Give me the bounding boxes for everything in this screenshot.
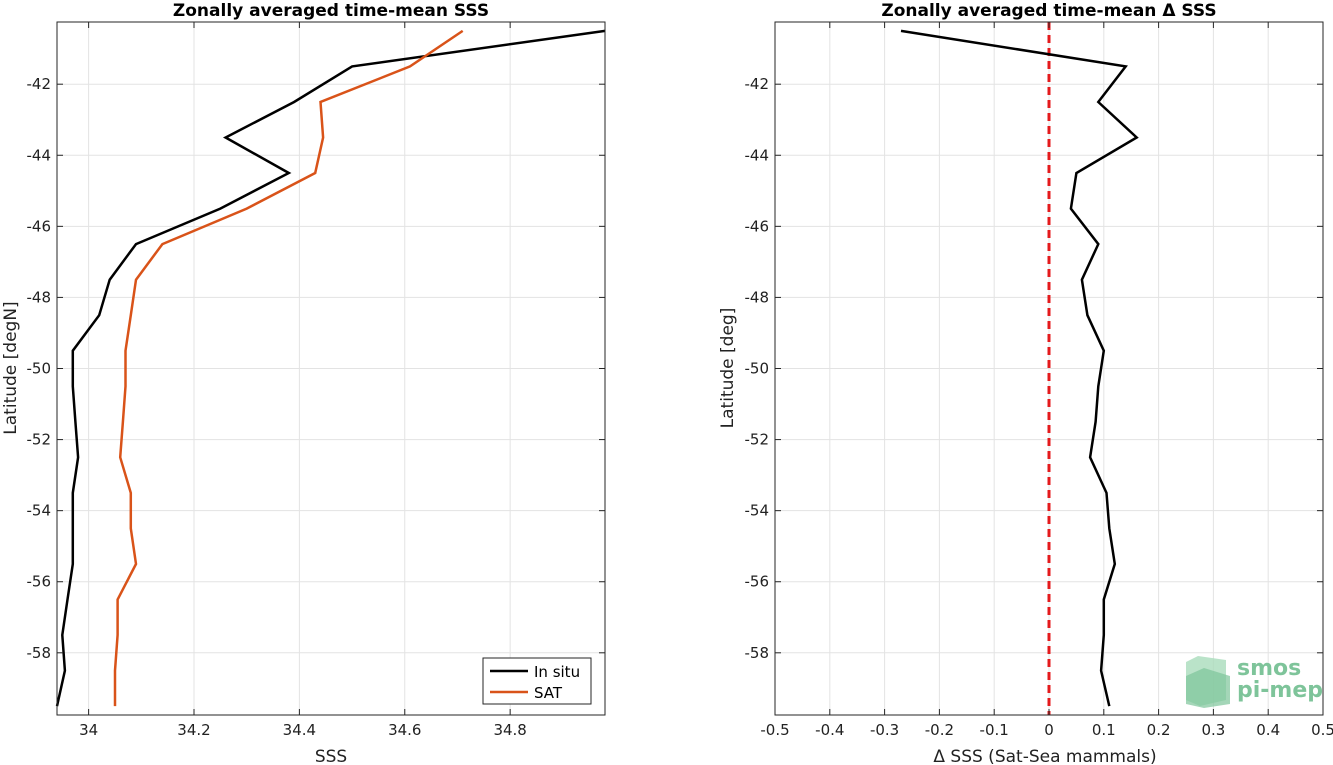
- sss-title: Zonally averaged time-mean SSS: [173, 1, 489, 21]
- delta-xlabel: Δ SSS (Sat-Sea mammals): [933, 747, 1156, 765]
- x-tick-label: 34.2: [177, 721, 210, 739]
- x-tick-label: -0.3: [870, 721, 899, 739]
- y-tick-label: -46: [27, 217, 52, 235]
- x-tick-label: 0.4: [1256, 721, 1280, 739]
- y-tick-label: -42: [27, 75, 52, 93]
- sss-grid: [57, 22, 605, 715]
- y-tick-label: -48: [745, 288, 770, 306]
- x-tick-label: 0.5: [1311, 721, 1333, 739]
- y-tick-label: -44: [745, 146, 770, 164]
- x-tick-label: 0.3: [1201, 721, 1225, 739]
- sss-ticks: 34 34.2 34.4 34.6 34.8 -42 -44 -46 -48 -50 -52 -54 -…: [27, 22, 605, 739]
- y-tick-label: -56: [745, 573, 770, 591]
- y-tick-label: -48: [27, 288, 52, 306]
- x-tick-label: 34.6: [388, 721, 421, 739]
- x-tick-label: -0.4: [815, 721, 844, 739]
- sss-panel: 34 34.2 34.4 34.6 34.8 -42 -44 -46 -48 -50 -52 -54 -…: [1, 1, 606, 765]
- series-line-delta: [900, 29, 1139, 707]
- x-tick-label: 0: [1044, 721, 1054, 739]
- series-line-sat: [113, 29, 464, 707]
- sss-xlabel: SSS: [315, 747, 347, 765]
- y-tick-label: -46: [745, 217, 770, 235]
- y-tick-label: -58: [745, 644, 770, 662]
- legend-label-in-situ: In situ: [534, 663, 580, 681]
- x-tick-label: -0.2: [925, 721, 954, 739]
- x-tick-label: -0.5: [760, 721, 789, 739]
- y-tick-label: -50: [745, 360, 770, 378]
- legend-label-sat: SAT: [534, 684, 563, 702]
- x-tick-label: 0.2: [1147, 721, 1171, 739]
- x-tick-label: 34.8: [493, 721, 526, 739]
- x-tick-label: 34.4: [283, 721, 316, 739]
- y-tick-label: -54: [27, 502, 52, 520]
- delta-ticks: -0.5 -0.4 -0.3 -0.2 -0.1 0 0.1 0.2 0.3 0.4 0.5 -42 -…: [745, 22, 1333, 739]
- delta-ylabel: Latitude [deg]: [718, 308, 738, 429]
- y-tick-label: -58: [27, 644, 52, 662]
- series-line-in-situ: [55, 29, 606, 707]
- y-tick-label: -42: [745, 75, 770, 93]
- y-tick-label: -44: [27, 146, 52, 164]
- sss-ylabel: Latitude [degN]: [1, 301, 21, 434]
- y-tick-label: -52: [745, 431, 770, 449]
- sss-series: [55, 29, 606, 707]
- logo-line2: pi-mep: [1237, 678, 1323, 703]
- logo-waves-front: [1186, 668, 1230, 708]
- x-tick-label: 0.1: [1092, 721, 1116, 739]
- delta-series: [900, 29, 1139, 707]
- logo-line1: smos: [1237, 656, 1301, 681]
- x-tick-label: -0.1: [980, 721, 1009, 739]
- y-tick-label: -52: [27, 431, 52, 449]
- legend-box: [482, 657, 592, 705]
- sss-legend: In situ SAT: [482, 657, 592, 705]
- delta-sss-panel: -0.5 -0.4 -0.3 -0.2 -0.1 0 0.1 0.2 0.3 0.4 0.5 -42 -…: [718, 1, 1333, 765]
- y-tick-label: -50: [27, 360, 52, 378]
- delta-title: Zonally averaged time-mean Δ SSS: [881, 1, 1216, 21]
- y-tick-label: -54: [745, 502, 770, 520]
- smos-pi-mep-logo: smos pi-mep: [1186, 656, 1323, 708]
- y-tick-label: -56: [27, 573, 52, 591]
- x-tick-label: 34: [79, 721, 98, 739]
